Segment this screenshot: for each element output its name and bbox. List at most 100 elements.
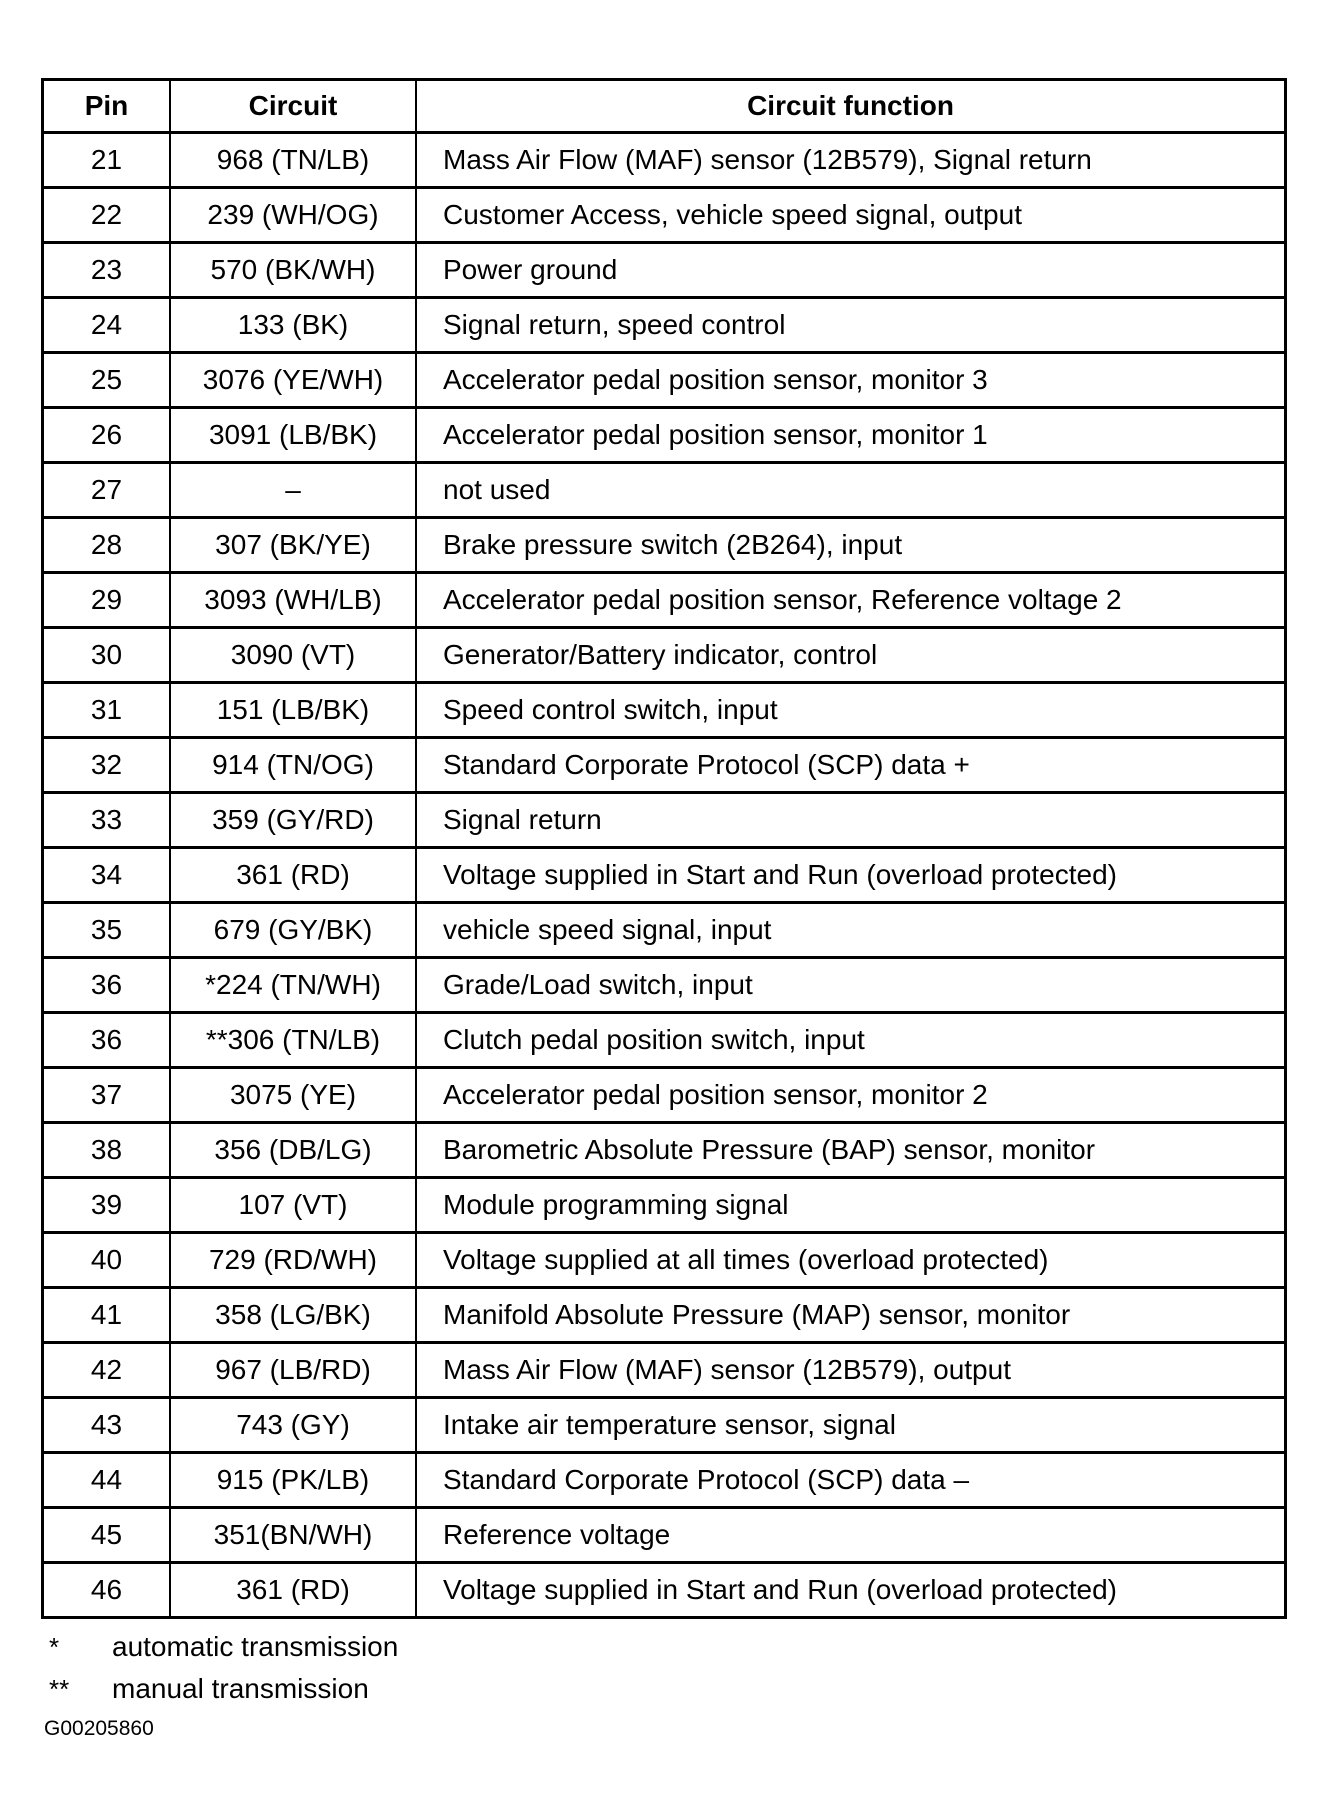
pin-cell: 39 — [41, 1176, 171, 1234]
circuit-cell: 3075 (YE) — [169, 1066, 417, 1124]
function-cell: Signal return, speed control — [415, 296, 1287, 354]
pin-cell: 29 — [41, 571, 171, 629]
table-row: 34 361 (RD) Voltage supplied in Start and … — [41, 846, 1287, 904]
pin-cell: 23 — [41, 241, 171, 299]
pinout-table: Pin Circuit Circuit function 21 968 (TN/L… — [41, 78, 1287, 1619]
table-row: 25 3076 (YE/WH) Accelerator pedal position… — [41, 351, 1287, 409]
function-cell: vehicle speed signal, input — [415, 901, 1287, 959]
pin-cell: 34 — [41, 846, 171, 904]
circuit-cell: 3090 (VT) — [169, 626, 417, 684]
circuit-cell: 307 (BK/YE) — [169, 516, 417, 574]
function-cell: Barometric Absolute Pressure (BAP) senso… — [415, 1121, 1287, 1179]
function-cell: Voltage supplied at all times (overload … — [415, 1231, 1287, 1289]
function-cell: Mass Air Flow (MAF) sensor (12B579), Sig… — [415, 131, 1287, 189]
pin-cell: 44 — [41, 1451, 171, 1509]
circuit-cell: 570 (BK/WH) — [169, 241, 417, 299]
function-cell: Module programming signal — [415, 1176, 1287, 1234]
footnote: * automatic transmission — [41, 1629, 1287, 1665]
footnote-mark: * — [49, 1632, 60, 1662]
table-row: 38 356 (DB/LG) Barometric Absolute Pressur… — [41, 1121, 1287, 1179]
function-cell: Generator/Battery indicator, control — [415, 626, 1287, 684]
table-row: 24 133 (BK) Signal return, speed control — [41, 296, 1287, 354]
circuit-cell: 151 (LB/BK) — [169, 681, 417, 739]
function-cell: Power ground — [415, 241, 1287, 299]
pin-cell: 35 — [41, 901, 171, 959]
function-cell: Accelerator pedal position sensor, Refer… — [415, 571, 1287, 629]
header-pin: Pin — [41, 78, 171, 134]
table-row: 28 307 (BK/YE) Brake pressure switch (2B26… — [41, 516, 1287, 574]
circuit-cell: 968 (TN/LB) — [169, 131, 417, 189]
pin-cell: 22 — [41, 186, 171, 244]
table-row: 33 359 (GY/RD) Signal return — [41, 791, 1287, 849]
function-cell: Standard Corporate Protocol (SCP) data + — [415, 736, 1287, 794]
pin-cell: 38 — [41, 1121, 171, 1179]
footnote-text: automatic transmission — [112, 1631, 399, 1662]
table-row: 44 915 (PK/LB) Standard Corporate Protocol… — [41, 1451, 1287, 1509]
circuit-cell: 361 (RD) — [169, 846, 417, 904]
circuit-cell: 3076 (YE/WH) — [169, 351, 417, 409]
circuit-cell: *224 (TN/WH) — [169, 956, 417, 1014]
table-row: 46 361 (RD) Voltage supplied in Start and … — [41, 1561, 1287, 1619]
function-cell: Clutch pedal position switch, input — [415, 1011, 1287, 1069]
circuit-cell: 351(BN/WH) — [169, 1506, 417, 1564]
function-cell: Voltage supplied in Start and Run (overl… — [415, 846, 1287, 904]
pin-cell: 37 — [41, 1066, 171, 1124]
table-row: 45 351(BN/WH) Reference voltage — [41, 1506, 1287, 1564]
table-row: 42 967 (LB/RD) Mass Air Flow (MAF) sensor … — [41, 1341, 1287, 1399]
circuit-cell: 3093 (WH/LB) — [169, 571, 417, 629]
pin-cell: 24 — [41, 296, 171, 354]
pin-cell: 33 — [41, 791, 171, 849]
circuit-cell: 729 (RD/WH) — [169, 1231, 417, 1289]
circuit-cell: 743 (GY) — [169, 1396, 417, 1454]
table-row: 40 729 (RD/WH) Voltage supplied at all tim… — [41, 1231, 1287, 1289]
function-cell: not used — [415, 461, 1287, 519]
function-cell: Manifold Absolute Pressure (MAP) sensor,… — [415, 1286, 1287, 1344]
pin-cell: 46 — [41, 1561, 171, 1619]
table-row: 23 570 (BK/WH) Power ground — [41, 241, 1287, 299]
footnote: ** manual transmission — [41, 1671, 1287, 1707]
pin-cell: 36 — [41, 1011, 171, 1069]
figure-code: G00205860 — [44, 1717, 154, 1740]
function-cell: Standard Corporate Protocol (SCP) data – — [415, 1451, 1287, 1509]
function-cell: Voltage supplied in Start and Run (overl… — [415, 1561, 1287, 1619]
table-row: 30 3090 (VT) Generator/Battery indicator, … — [41, 626, 1287, 684]
circuit-cell: 915 (PK/LB) — [169, 1451, 417, 1509]
circuit-cell: 679 (GY/BK) — [169, 901, 417, 959]
circuit-cell: 3091 (LB/BK) — [169, 406, 417, 464]
circuit-cell: 914 (TN/OG) — [169, 736, 417, 794]
function-cell: Accelerator pedal position sensor, monit… — [415, 351, 1287, 409]
pin-cell: 25 — [41, 351, 171, 409]
circuit-cell: – — [169, 461, 417, 519]
pin-cell: 21 — [41, 131, 171, 189]
function-cell: Brake pressure switch (2B264), input — [415, 516, 1287, 574]
pin-cell: 43 — [41, 1396, 171, 1454]
document-body: Pin Circuit Circuit function 21 968 (TN/L… — [41, 78, 1287, 1741]
pin-cell: 41 — [41, 1286, 171, 1344]
table-row: 21 968 (TN/LB) Mass Air Flow (MAF) sensor … — [41, 131, 1287, 189]
circuit-cell: 133 (BK) — [169, 296, 417, 354]
function-cell: Signal return — [415, 791, 1287, 849]
pin-cell: 45 — [41, 1506, 171, 1564]
footnote-mark: ** — [49, 1674, 70, 1704]
header-row: Pin Circuit Circuit function — [41, 78, 1287, 134]
circuit-cell: 361 (RD) — [169, 1561, 417, 1619]
table-row: 27– not used — [41, 461, 1287, 519]
function-cell: Speed control switch, input — [415, 681, 1287, 739]
function-cell: Accelerator pedal position sensor, monit… — [415, 406, 1287, 464]
table-row: 31 151 (LB/BK) Speed control switch, input — [41, 681, 1287, 739]
table-row: 43 743 (GY) Intake air temperature sensor,… — [41, 1396, 1287, 1454]
circuit-cell: 358 (LG/BK) — [169, 1286, 417, 1344]
pin-cell: 40 — [41, 1231, 171, 1289]
table-row: 32 914 (TN/OG) Standard Corporate Protocol… — [41, 736, 1287, 794]
table-row: 41 358 (LG/BK) Manifold Absolute Pressure … — [41, 1286, 1287, 1344]
circuit-cell: 239 (WH/OG) — [169, 186, 417, 244]
table-row: 22 239 (WH/OG) Customer Access, vehicle sp… — [41, 186, 1287, 244]
pin-cell: 26 — [41, 406, 171, 464]
header-circuit: Circuit — [169, 78, 417, 134]
pin-cell: 32 — [41, 736, 171, 794]
pin-cell: 31 — [41, 681, 171, 739]
pin-cell: 27 — [41, 461, 171, 519]
pin-cell: 36 — [41, 956, 171, 1014]
table-row: 29 3093 (WH/LB) Accelerator pedal position… — [41, 571, 1287, 629]
function-cell: Reference voltage — [415, 1506, 1287, 1564]
